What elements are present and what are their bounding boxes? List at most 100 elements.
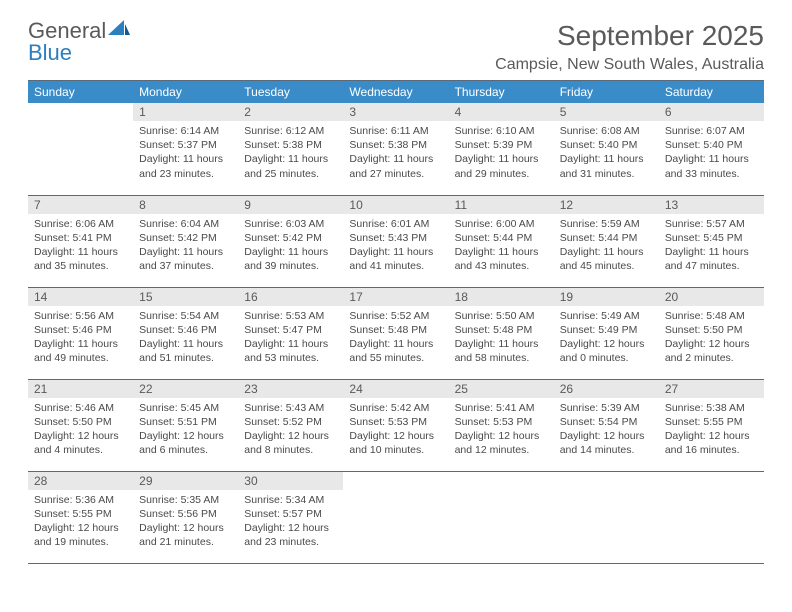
calendar-week-row: 21Sunrise: 5:46 AMSunset: 5:50 PMDayligh…: [28, 379, 764, 471]
daylight-line: Daylight: 11 hours and 41 minutes.: [349, 245, 442, 273]
brand-sail-icon: [108, 20, 130, 42]
calendar-day-cell: 13Sunrise: 5:57 AMSunset: 5:45 PMDayligh…: [659, 195, 764, 287]
sunrise-line: Sunrise: 6:14 AM: [139, 124, 232, 138]
sunrise-line: Sunrise: 5:59 AM: [560, 217, 653, 231]
day-body: Sunrise: 6:10 AMSunset: 5:39 PMDaylight:…: [449, 121, 554, 187]
day-number: 20: [659, 288, 764, 306]
header: General Blue September 2025 Campsie, New…: [28, 20, 764, 74]
day-number: 2: [238, 103, 343, 121]
daylight-line: Daylight: 11 hours and 23 minutes.: [139, 152, 232, 180]
day-body: Sunrise: 5:36 AMSunset: 5:55 PMDaylight:…: [28, 490, 133, 556]
calendar-day-cell: 23Sunrise: 5:43 AMSunset: 5:52 PMDayligh…: [238, 379, 343, 471]
sunrise-line: Sunrise: 6:10 AM: [455, 124, 548, 138]
daylight-line: Daylight: 12 hours and 2 minutes.: [665, 337, 758, 365]
day-number: 12: [554, 196, 659, 214]
daylight-line: Daylight: 11 hours and 43 minutes.: [455, 245, 548, 273]
daylight-line: Daylight: 12 hours and 19 minutes.: [34, 521, 127, 549]
day-number: 23: [238, 380, 343, 398]
sunrise-line: Sunrise: 6:00 AM: [455, 217, 548, 231]
calendar-day-cell: 11 Sunrise: 6:00 AMSunset: 5:44 PMDayligh…: [449, 195, 554, 287]
sunset-line: Sunset: 5:41 PM: [34, 231, 127, 245]
calendar-day-cell: 28Sunrise: 5:36 AMSunset: 5:55 PMDayligh…: [28, 471, 133, 563]
day-body: Sunrise: 5:50 AMSunset: 5:48 PMDaylight:…: [449, 306, 554, 372]
day-number: 30: [238, 472, 343, 490]
calendar-day-cell: 5Sunrise: 6:08 AMSunset: 5:40 PMDaylight…: [554, 103, 659, 195]
calendar-day-cell: .: [449, 471, 554, 563]
day-number: 24: [343, 380, 448, 398]
calendar-day-cell: 25Sunrise: 5:41 AMSunset: 5:53 PMDayligh…: [449, 379, 554, 471]
sunrise-line: Sunrise: 5:45 AM: [139, 401, 232, 415]
calendar-day-cell: 17Sunrise: 5:52 AMSunset: 5:48 PMDayligh…: [343, 287, 448, 379]
sunset-line: Sunset: 5:38 PM: [349, 138, 442, 152]
daylight-line: Daylight: 11 hours and 51 minutes.: [139, 337, 232, 365]
day-header: Sunday: [28, 81, 133, 104]
day-number: 16: [238, 288, 343, 306]
sunset-line: Sunset: 5:52 PM: [244, 415, 337, 429]
day-number: 11: [449, 196, 554, 214]
calendar-day-cell: 1Sunrise: 6:14 AMSunset: 5:37 PMDaylight…: [133, 103, 238, 195]
daylight-line: Daylight: 11 hours and 55 minutes.: [349, 337, 442, 365]
brand-name-b: Blue: [28, 40, 72, 65]
calendar-day-cell: 14Sunrise: 5:56 AMSunset: 5:46 PMDayligh…: [28, 287, 133, 379]
day-number: 13: [659, 196, 764, 214]
day-body: Sunrise: 5:53 AMSunset: 5:47 PMDaylight:…: [238, 306, 343, 372]
day-number: 17: [343, 288, 448, 306]
sunset-line: Sunset: 5:53 PM: [455, 415, 548, 429]
sunset-line: Sunset: 5:55 PM: [34, 507, 127, 521]
sunset-line: Sunset: 5:49 PM: [560, 323, 653, 337]
daylight-line: Daylight: 11 hours and 29 minutes.: [455, 152, 548, 180]
day-number: 18: [449, 288, 554, 306]
sunset-line: Sunset: 5:46 PM: [139, 323, 232, 337]
calendar-day-cell: 15Sunrise: 5:54 AMSunset: 5:46 PMDayligh…: [133, 287, 238, 379]
calendar-day-cell: 9Sunrise: 6:03 AMSunset: 5:42 PMDaylight…: [238, 195, 343, 287]
calendar-table: Sunday Monday Tuesday Wednesday Thursday…: [28, 80, 764, 564]
day-body: Sunrise: 5:45 AMSunset: 5:51 PMDaylight:…: [133, 398, 238, 464]
daylight-line: Daylight: 11 hours and 39 minutes.: [244, 245, 337, 273]
sunset-line: Sunset: 5:50 PM: [34, 415, 127, 429]
day-number: 26: [554, 380, 659, 398]
sunrise-line: Sunrise: 5:57 AM: [665, 217, 758, 231]
day-number: 10: [343, 196, 448, 214]
sunset-line: Sunset: 5:55 PM: [665, 415, 758, 429]
sunset-line: Sunset: 5:40 PM: [560, 138, 653, 152]
calendar-day-cell: .: [659, 471, 764, 563]
day-body: Sunrise: 6:06 AMSunset: 5:41 PMDaylight:…: [28, 214, 133, 280]
day-header: Wednesday: [343, 81, 448, 104]
calendar-day-cell: 4Sunrise: 6:10 AMSunset: 5:39 PMDaylight…: [449, 103, 554, 195]
calendar-day-cell: 30Sunrise: 5:34 AMSunset: 5:57 PMDayligh…: [238, 471, 343, 563]
sunrise-line: Sunrise: 6:12 AM: [244, 124, 337, 138]
sunset-line: Sunset: 5:40 PM: [665, 138, 758, 152]
day-number: 22: [133, 380, 238, 398]
day-number: 27: [659, 380, 764, 398]
calendar-day-cell: 6Sunrise: 6:07 AMSunset: 5:40 PMDaylight…: [659, 103, 764, 195]
day-body: Sunrise: 5:38 AMSunset: 5:55 PMDaylight:…: [659, 398, 764, 464]
day-number: 3: [343, 103, 448, 121]
day-number: 28: [28, 472, 133, 490]
daylight-line: Daylight: 12 hours and 12 minutes.: [455, 429, 548, 457]
daylight-line: Daylight: 12 hours and 23 minutes.: [244, 521, 337, 549]
day-header: Saturday: [659, 81, 764, 104]
daylight-line: Daylight: 12 hours and 8 minutes.: [244, 429, 337, 457]
sunrise-line: Sunrise: 5:35 AM: [139, 493, 232, 507]
day-number: 8: [133, 196, 238, 214]
daylight-line: Daylight: 12 hours and 6 minutes.: [139, 429, 232, 457]
sunrise-line: Sunrise: 6:03 AM: [244, 217, 337, 231]
calendar-day-cell: 26Sunrise: 5:39 AMSunset: 5:54 PMDayligh…: [554, 379, 659, 471]
sunrise-line: Sunrise: 5:54 AM: [139, 309, 232, 323]
sunset-line: Sunset: 5:44 PM: [455, 231, 548, 245]
calendar-day-cell: 18Sunrise: 5:50 AMSunset: 5:48 PMDayligh…: [449, 287, 554, 379]
sunrise-line: Sunrise: 6:06 AM: [34, 217, 127, 231]
sunrise-line: Sunrise: 5:53 AM: [244, 309, 337, 323]
calendar-day-cell: 21Sunrise: 5:46 AMSunset: 5:50 PMDayligh…: [28, 379, 133, 471]
calendar-day-cell: 19Sunrise: 5:49 AMSunset: 5:49 PMDayligh…: [554, 287, 659, 379]
brand-text: General Blue: [28, 20, 130, 64]
day-body: Sunrise: 5:48 AMSunset: 5:50 PMDaylight:…: [659, 306, 764, 372]
sunset-line: Sunset: 5:42 PM: [244, 231, 337, 245]
day-body: Sunrise: 6:07 AMSunset: 5:40 PMDaylight:…: [659, 121, 764, 187]
sunset-line: Sunset: 5:47 PM: [244, 323, 337, 337]
day-number: 4: [449, 103, 554, 121]
calendar-day-cell: 29Sunrise: 5:35 AMSunset: 5:56 PMDayligh…: [133, 471, 238, 563]
day-number: 1: [133, 103, 238, 121]
day-number: 25: [449, 380, 554, 398]
sunrise-line: Sunrise: 6:07 AM: [665, 124, 758, 138]
